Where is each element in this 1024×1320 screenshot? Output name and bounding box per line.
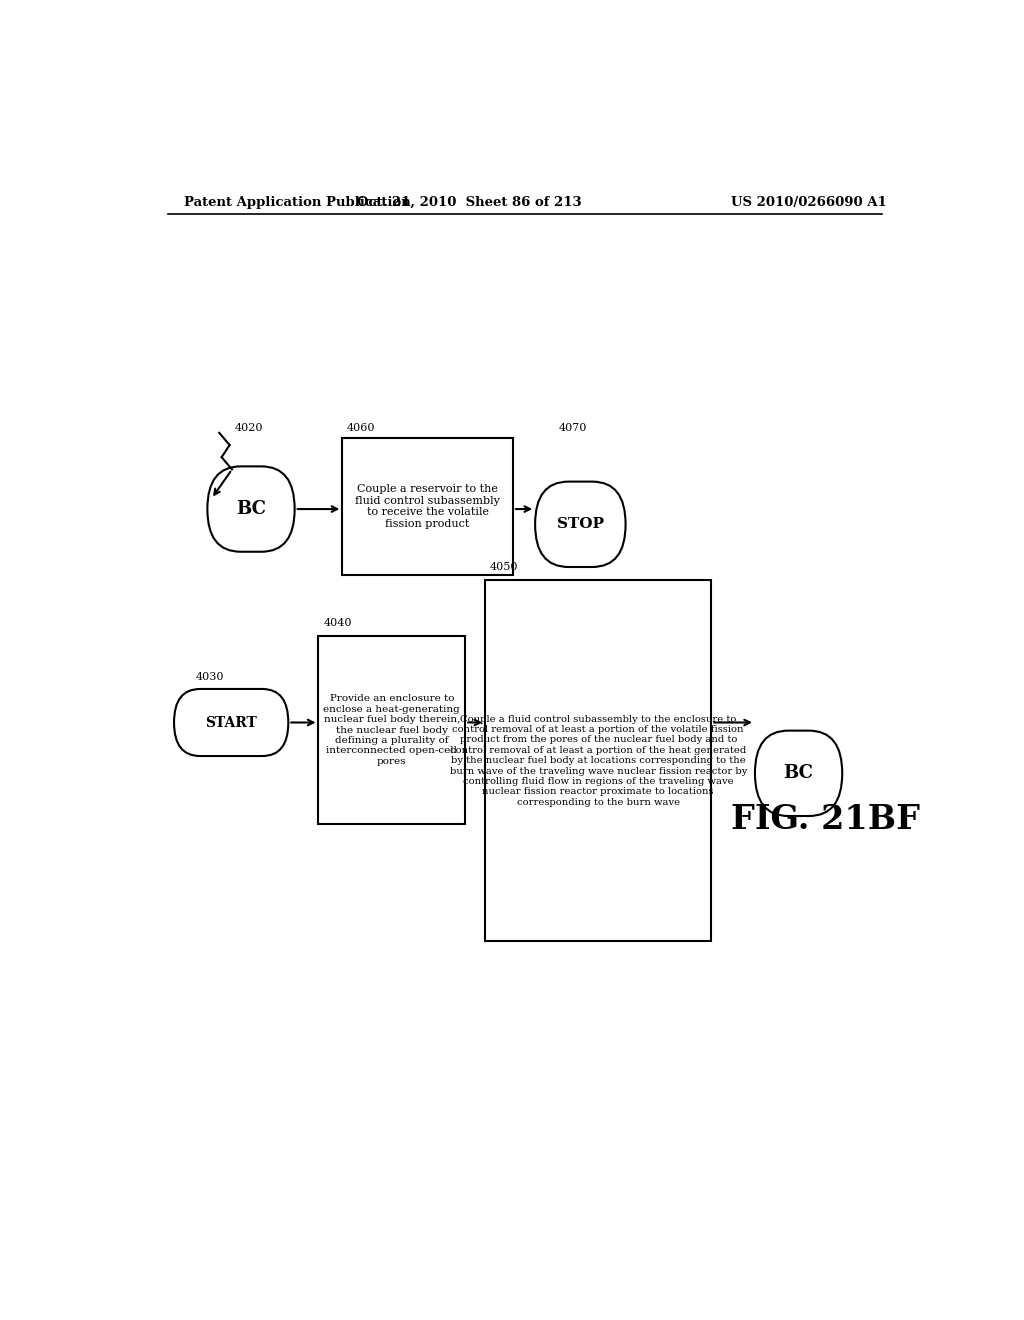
Text: FIG. 21BF: FIG. 21BF bbox=[731, 803, 921, 836]
Text: Provide an enclosure to
enclose a heat-generating
nuclear fuel body therein,
the: Provide an enclosure to enclose a heat-g… bbox=[324, 694, 460, 766]
Text: STOP: STOP bbox=[557, 517, 604, 532]
Text: BC: BC bbox=[236, 500, 266, 517]
Text: START: START bbox=[205, 715, 257, 730]
Text: Couple a fluid control subassembly to the enclosure to
control removal of at lea: Couple a fluid control subassembly to th… bbox=[450, 714, 746, 807]
Text: 4050: 4050 bbox=[489, 562, 518, 572]
Text: Oct. 21, 2010  Sheet 86 of 213: Oct. 21, 2010 Sheet 86 of 213 bbox=[357, 195, 582, 209]
Text: 4070: 4070 bbox=[559, 422, 588, 433]
Text: 4040: 4040 bbox=[324, 618, 351, 628]
Text: Patent Application Publication: Patent Application Publication bbox=[183, 195, 411, 209]
Text: US 2010/0266090 A1: US 2010/0266090 A1 bbox=[731, 195, 887, 209]
Text: 4030: 4030 bbox=[196, 672, 224, 682]
Text: BC: BC bbox=[783, 764, 814, 783]
Text: Couple a reservoir to the
fluid control subassembly
to receive the volatile
fiss: Couple a reservoir to the fluid control … bbox=[355, 484, 500, 529]
Text: 4060: 4060 bbox=[347, 422, 376, 433]
Text: 4020: 4020 bbox=[236, 422, 263, 433]
